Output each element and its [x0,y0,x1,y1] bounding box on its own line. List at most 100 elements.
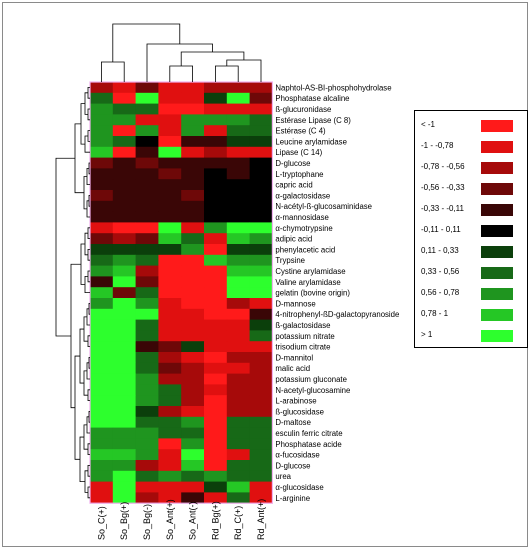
heatmap-cell [158,373,182,385]
dendrogram-link [80,243,85,285]
legend-label: 0,78 - 1 [421,309,449,318]
heatmap-cell [112,82,136,94]
heatmap-cell [226,438,250,450]
heatmap-cell [249,406,273,418]
heatmap-cell [204,211,228,223]
heatmap-cell [204,82,228,94]
heatmap-cell [90,136,114,148]
heatmap-cell [226,352,250,364]
heatmap-cell [249,427,273,439]
heatmap-cell [181,308,205,320]
legend-label: > 1 [421,330,433,339]
heatmap-cell [158,427,182,439]
heatmap-cell [90,319,114,331]
row-label: trisodium citrate [275,343,330,352]
column-label: Rd_C(+) [233,506,243,540]
heatmap-cell [90,179,114,191]
heatmap-cell [249,211,273,223]
row-label: D-mannose [275,299,315,308]
heatmap-cell [135,319,159,331]
column-dendrogram [101,23,262,82]
row-label: capric acid [275,181,312,190]
row-label: Estérase (C 4) [275,127,326,136]
heatmap-cell [112,146,136,158]
row-label: ß-galactosidase [275,321,330,330]
heatmap-cell [90,287,114,299]
heatmap-cell [112,276,136,288]
heatmap-cell [112,190,136,202]
heatmap-cell [158,287,182,299]
heatmap-cell [181,211,205,223]
heatmap-cell [204,136,228,148]
row-label: potassium nitrate [275,332,334,341]
heatmap-cell [135,416,159,428]
legend-entry: > 1 [415,327,527,345]
heatmap-cell [112,362,136,374]
heatmap-cell [226,200,250,212]
heatmap-cell [249,373,273,385]
row-label: adipic acid [275,235,312,244]
heatmap-cell [112,233,136,245]
legend-swatch [481,225,513,237]
heatmap-cell [226,103,250,115]
row-label: Lipase (C 14) [275,148,322,157]
heatmap-cell [226,416,250,428]
heatmap-cell [181,319,205,331]
heatmap-cell [158,211,182,223]
heatmap-cell [249,82,273,94]
heatmap-cell [135,341,159,353]
row-label: Phosphatase alcaline [275,94,349,103]
row-label: D-maltose [275,418,311,427]
heatmap-cell [181,114,205,126]
heatmap-cell [90,92,114,104]
heatmap-cell [226,179,250,191]
heatmap-cell [135,287,159,299]
row-label: L-arabinose [275,397,316,406]
heatmap-cell [226,298,250,310]
heatmap-cell [135,481,159,493]
heatmap-cell [158,341,182,353]
heatmap-cell [249,438,273,450]
heatmap-cell [226,384,250,396]
heatmap-cell [181,492,205,504]
heatmap-cells [90,82,273,504]
heatmap-cell [226,265,250,277]
heatmap-cell [158,384,182,396]
heatmap-cell [249,136,273,148]
heatmap-cell [158,136,182,148]
heatmap-cell [181,460,205,472]
heatmap-cell [158,470,182,482]
heatmap-cell [226,449,250,461]
dendrogram-link [74,355,80,460]
heatmap-cell [249,395,273,407]
heatmap-cell [204,373,228,385]
heatmap-cell [112,460,136,472]
heatmap-cell [90,384,114,396]
heatmap-cell [135,395,159,407]
heatmap-cell [249,362,273,374]
heatmap-cell [90,481,114,493]
heatmap-cell [226,373,250,385]
heatmap-cell [249,222,273,234]
heatmap-cell [204,298,228,310]
heatmap-cell [249,233,273,245]
row-label: L-arginine [275,494,310,503]
legend-label: -0,56 - -0,33 [421,183,465,192]
heatmap-cell [249,168,273,180]
row-label: ß-glucosidase [275,407,324,416]
heatmap-cell [135,362,159,374]
heatmap-cell [226,470,250,482]
heatmap-cell [226,233,250,245]
heatmap-cell [135,179,159,191]
heatmap-cell [112,136,136,148]
heatmap-cell [90,395,114,407]
heatmap-cell [181,287,205,299]
row-label: urea [275,472,291,481]
heatmap-cell [181,233,205,245]
heatmap-cell [135,244,159,256]
heatmap-cell [226,190,250,202]
heatmap-cell [135,384,159,396]
column-label: So_Ant(+) [165,499,175,540]
heatmap-cell [249,254,273,266]
heatmap-cell [181,265,205,277]
